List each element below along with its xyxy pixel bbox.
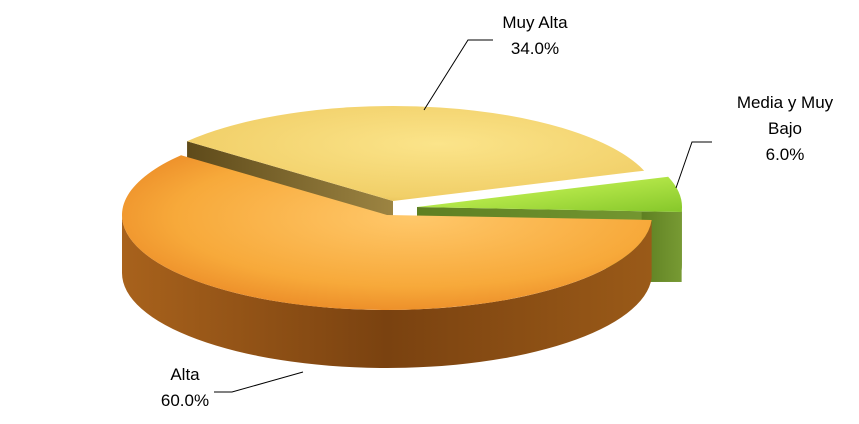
data-label-value-muy-alta: 34.0% <box>511 39 559 58</box>
leader-line-muy-alta <box>424 40 493 110</box>
data-label-muy-alta: Muy Alta 34.0% <box>502 13 568 58</box>
data-label-name-media-y-muy-bajo: Bajo <box>768 119 802 138</box>
pie-slices <box>122 106 682 368</box>
leader-line-alta <box>214 372 303 392</box>
data-label-media-y-muy-bajo: Media y Muy Bajo 6.0% <box>737 93 834 164</box>
data-label-alta: Alta 60.0% <box>161 365 209 410</box>
data-label-name-alta: Alta <box>170 365 200 384</box>
data-label-name-media-y-muy-bajo: Media y Muy <box>737 93 834 112</box>
leader-line-media-y-muy-bajo <box>676 142 712 188</box>
data-label-value-alta: 60.0% <box>161 391 209 410</box>
data-label-value-media-y-muy-bajo: 6.0% <box>766 145 805 164</box>
data-label-name-muy-alta: Muy Alta <box>502 13 568 32</box>
